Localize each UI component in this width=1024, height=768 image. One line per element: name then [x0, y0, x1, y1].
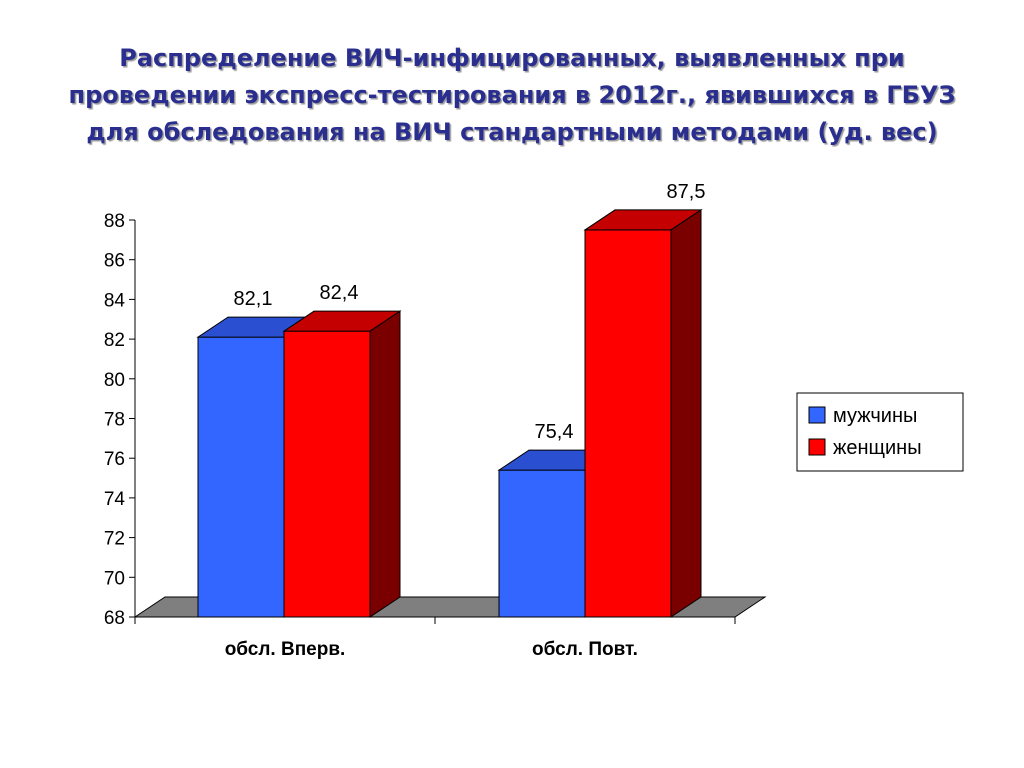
legend-label: мужчины	[833, 405, 917, 427]
y-tick-label: 76	[104, 449, 125, 470]
bar-front	[498, 469, 586, 618]
y-tick-label: 80	[104, 370, 125, 391]
y-tick-label: 70	[104, 568, 125, 589]
legend-label: женщины	[833, 437, 922, 459]
y-tick-label: 82	[104, 330, 125, 351]
y-tick-label: 68	[104, 608, 125, 629]
legend-box	[796, 392, 964, 472]
data-label: 75,4	[535, 421, 574, 443]
bar-front	[197, 336, 285, 618]
bar-side	[670, 208, 702, 618]
data-label: 82,1	[234, 288, 273, 310]
chart-title-line-1: Распределение ВИЧ-инфицированных, выявле…	[119, 44, 905, 72]
bar-side	[369, 310, 401, 618]
category-label: обсл. Вперв.	[225, 639, 346, 660]
y-tick-label: 72	[104, 529, 125, 550]
bar	[583, 208, 703, 618]
chart-title: Распределение ВИЧ-инфицированных, выявле…	[60, 40, 964, 151]
data-label: 87,5	[667, 181, 706, 203]
y-tick-label: 86	[104, 251, 125, 272]
bar-front	[584, 229, 672, 618]
y-tick-label: 84	[104, 290, 126, 311]
chart-title-line-2: проведении экспресс-тестирования в 2012г…	[68, 81, 956, 109]
y-tick-label: 78	[104, 410, 125, 431]
chart-title-line-3: для обследования на ВИЧ стандартными мет…	[86, 118, 938, 146]
y-tick-label: 74	[104, 489, 126, 510]
bar	[282, 310, 402, 618]
legend-swatch	[808, 438, 826, 456]
category-label: обсл. Повт.	[532, 639, 638, 660]
legend-swatch	[808, 406, 826, 424]
y-tick-label: 88	[104, 211, 125, 232]
bar-front	[283, 330, 371, 618]
data-label: 82,4	[320, 282, 359, 304]
